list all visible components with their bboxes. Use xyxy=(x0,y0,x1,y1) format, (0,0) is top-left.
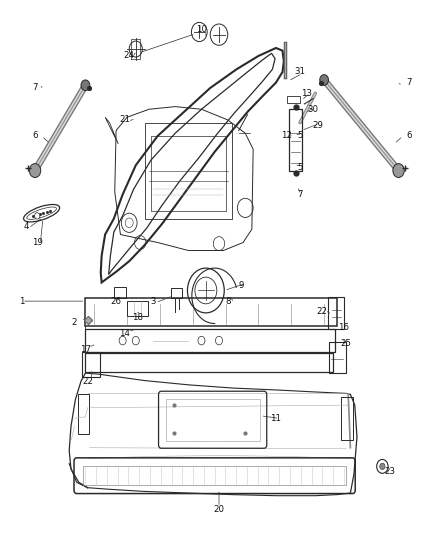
Text: 6: 6 xyxy=(407,132,412,140)
Text: 19: 19 xyxy=(32,238,42,247)
Bar xyxy=(145,123,232,219)
Text: 31: 31 xyxy=(294,68,306,76)
Text: 2: 2 xyxy=(72,318,77,327)
Text: 13: 13 xyxy=(301,89,312,98)
Text: 21: 21 xyxy=(119,116,131,124)
Text: 5: 5 xyxy=(297,164,303,172)
Text: 8: 8 xyxy=(225,297,230,305)
Text: 29: 29 xyxy=(312,121,323,130)
Bar xyxy=(78,394,89,434)
Text: 14: 14 xyxy=(119,329,131,337)
Circle shape xyxy=(29,164,41,177)
Text: 7: 7 xyxy=(297,190,303,199)
Text: 18: 18 xyxy=(132,313,144,321)
Bar xyxy=(114,287,126,298)
Bar xyxy=(328,297,344,329)
Text: 7: 7 xyxy=(32,84,38,92)
Bar xyxy=(85,353,333,372)
Bar xyxy=(289,109,302,171)
Text: 26: 26 xyxy=(110,297,122,305)
Text: 11: 11 xyxy=(270,414,282,423)
Text: 24: 24 xyxy=(124,52,135,60)
Text: 22: 22 xyxy=(316,308,328,316)
Text: 7: 7 xyxy=(407,78,412,87)
Bar xyxy=(287,96,300,103)
Bar xyxy=(85,298,337,326)
Circle shape xyxy=(393,164,404,177)
Circle shape xyxy=(35,213,40,219)
Bar xyxy=(82,352,100,377)
Text: 25: 25 xyxy=(340,340,352,348)
Text: 9: 9 xyxy=(238,281,244,289)
Text: 22: 22 xyxy=(82,377,93,385)
Bar xyxy=(127,301,148,316)
Text: 12: 12 xyxy=(281,132,293,140)
Text: 6: 6 xyxy=(32,132,38,140)
Bar xyxy=(166,399,260,441)
Text: 1: 1 xyxy=(19,297,25,305)
Text: 16: 16 xyxy=(338,324,350,332)
Text: 10: 10 xyxy=(196,25,207,34)
Circle shape xyxy=(380,463,385,470)
Bar xyxy=(83,466,346,485)
Text: 17: 17 xyxy=(80,345,91,353)
Bar xyxy=(151,136,226,211)
Text: 3: 3 xyxy=(151,297,156,305)
Bar xyxy=(341,397,353,440)
Text: 23: 23 xyxy=(384,467,396,476)
Text: 20: 20 xyxy=(213,505,225,513)
Circle shape xyxy=(320,75,328,85)
Text: 30: 30 xyxy=(307,105,319,114)
Text: 4: 4 xyxy=(24,222,29,231)
Circle shape xyxy=(81,80,90,91)
Bar xyxy=(328,342,346,373)
Bar xyxy=(85,329,335,352)
Text: 5: 5 xyxy=(297,132,303,140)
Circle shape xyxy=(377,459,388,473)
